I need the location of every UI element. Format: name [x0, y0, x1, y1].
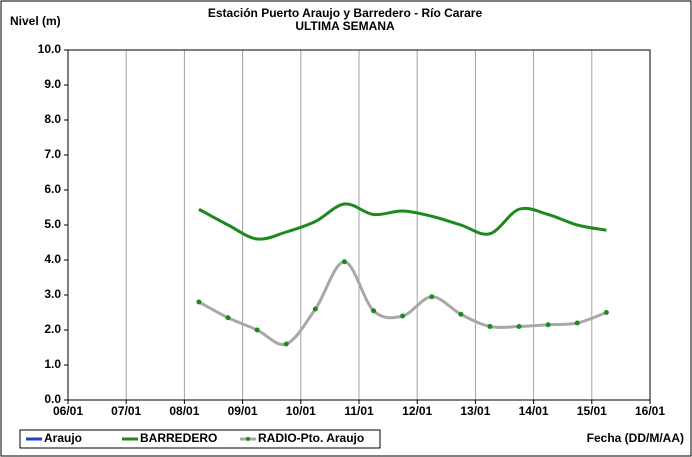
point-marker — [312, 306, 318, 312]
y-tick-label: 0.0 — [44, 392, 61, 406]
x-tick-label: 13/01 — [460, 404, 490, 418]
point-marker — [574, 320, 580, 326]
y-axis-label: Nivel (m) — [10, 14, 61, 28]
point-marker — [371, 308, 377, 314]
y-tick-label: 10.0 — [38, 42, 62, 56]
point-marker — [225, 315, 231, 321]
x-tick-label: 11/01 — [344, 404, 374, 418]
legend-label: RADIO-Pto. Araujo — [258, 431, 364, 445]
point-marker — [254, 327, 260, 333]
y-tick-label: 6.0 — [44, 182, 61, 196]
legend-label: BARREDERO — [140, 431, 217, 445]
y-tick-label: 1.0 — [44, 357, 61, 371]
point-marker — [196, 299, 202, 305]
point-marker — [516, 324, 522, 329]
series-line — [198, 202, 607, 241]
point-marker — [458, 311, 464, 317]
x-axis-label: Fecha (DD/M/AA) — [587, 431, 684, 445]
chart-title: Estación Puerto Araujo y Barredero - Río… — [208, 6, 483, 20]
y-tick-label: 2.0 — [44, 322, 61, 336]
x-tick-label: 10/01 — [286, 404, 316, 418]
x-tick-label: 07/01 — [111, 404, 141, 418]
plot-area — [67, 49, 651, 401]
legend-label: Araujo — [44, 431, 82, 445]
point-marker — [603, 310, 609, 315]
x-tick-label: 08/01 — [169, 404, 199, 418]
legend — [19, 429, 381, 449]
point-marker — [400, 313, 406, 319]
point-marker — [283, 341, 289, 347]
chart-subtitle: ULTIMA SEMANA — [295, 19, 395, 33]
legend-marker — [246, 437, 250, 441]
y-tick-label: 7.0 — [44, 147, 61, 161]
point-marker — [487, 324, 493, 329]
y-tick-label: 3.0 — [44, 287, 61, 301]
x-tick-label: 09/01 — [228, 404, 258, 418]
y-tick-label: 8.0 — [44, 112, 61, 126]
x-tick-label: 14/01 — [519, 404, 549, 418]
y-tick-label: 9.0 — [44, 77, 61, 91]
x-tick-label: 15/01 — [577, 404, 607, 418]
y-tick-label: 4.0 — [44, 252, 61, 266]
point-marker — [341, 259, 347, 265]
x-tick-label: 06/01 — [53, 404, 83, 418]
point-marker — [545, 322, 551, 328]
y-tick-label: 5.0 — [44, 217, 61, 231]
x-tick-label: 16/01 — [635, 404, 665, 418]
point-marker — [429, 294, 435, 300]
x-tick-label: 12/01 — [402, 404, 432, 418]
